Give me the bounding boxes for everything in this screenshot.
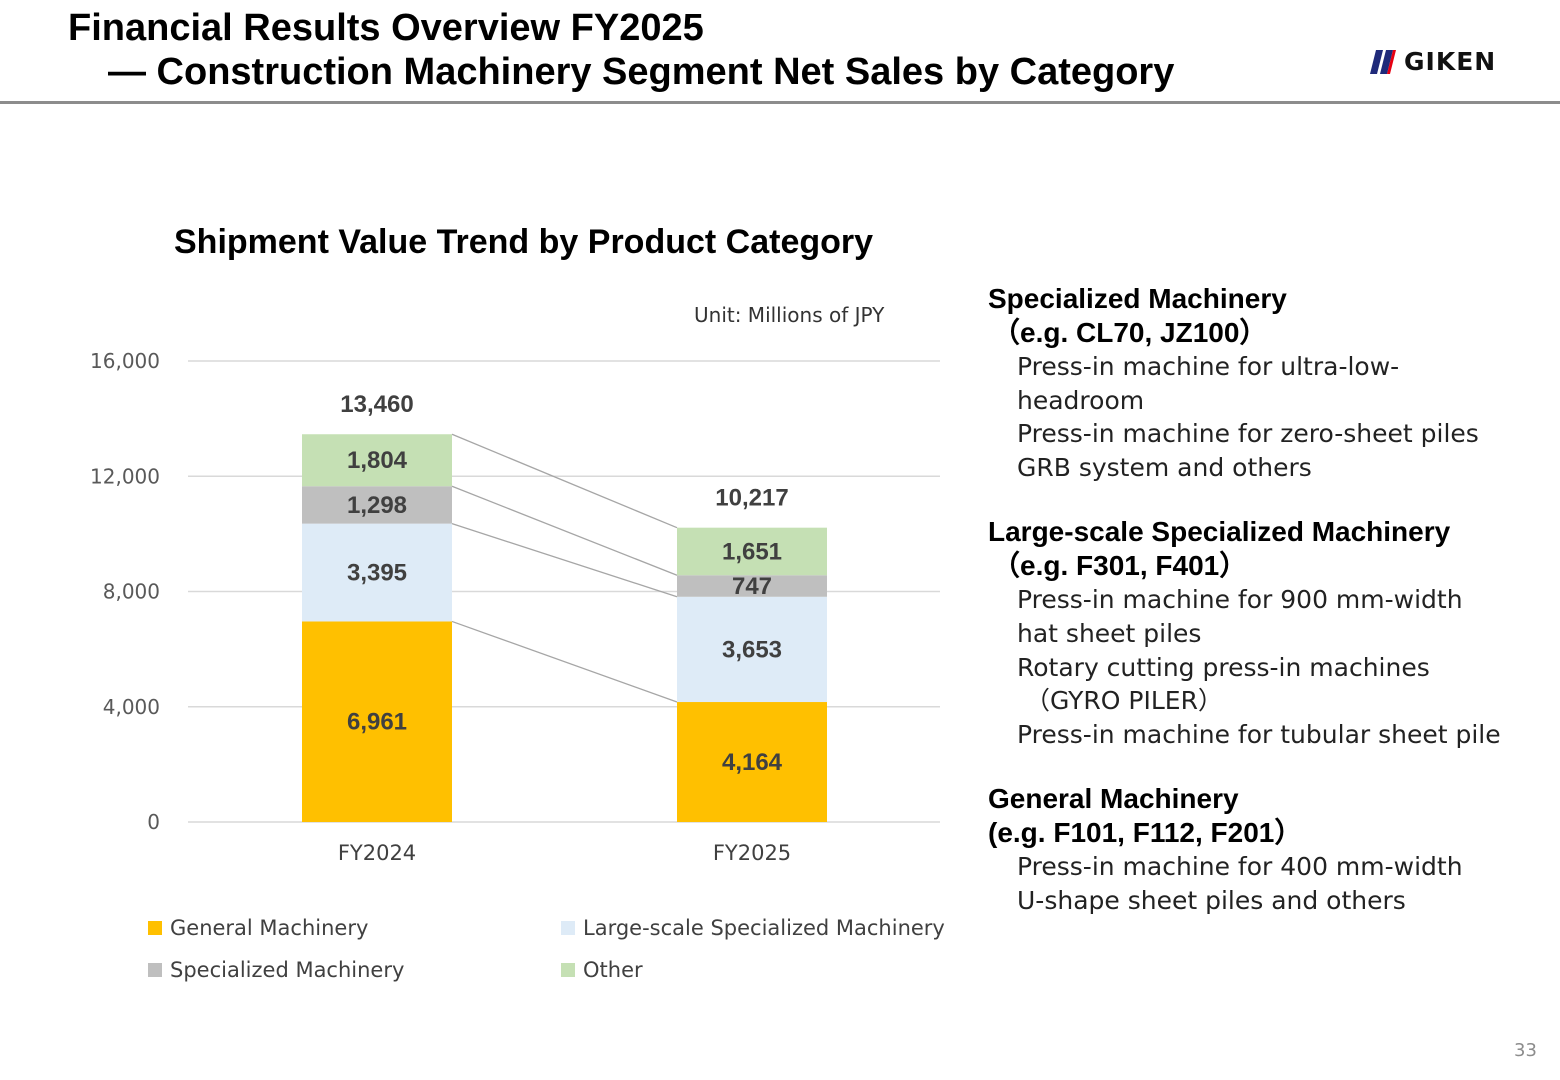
chart-title: Shipment Value Trend by Product Category	[174, 223, 874, 261]
connector-line	[451, 522, 678, 598]
data-label: 1,651	[722, 538, 782, 565]
giken-logo: GIKEN	[1370, 48, 1496, 76]
desc-example: （e.g. CL70, JZ100）	[992, 317, 1268, 348]
legend-label-other: Other	[583, 958, 643, 982]
desc-line: （GYRO PILER）	[1025, 686, 1223, 716]
connector-line	[451, 620, 678, 703]
y-tick-label: 4,000	[103, 695, 160, 719]
desc-title: Large-scale Specialized Machinery	[988, 516, 1451, 548]
page-title: Financial Results Overview FY2025 — Cons…	[68, 6, 1174, 94]
desc-line: Press-in machine for ultra-low-	[1017, 352, 1400, 381]
desc-specialized: Specialized Machinery （e.g. CL70, JZ100）…	[988, 282, 1548, 484]
desc-general: General Machinery (e.g. F101, F112, F201…	[988, 782, 1548, 917]
unit-label: Unit: Millions of JPY	[694, 303, 885, 327]
legend-swatch-large-scale	[561, 921, 575, 935]
desc-line: hat sheet piles	[1017, 618, 1202, 648]
legend-item-other: Other	[561, 958, 643, 982]
connector-line	[451, 433, 678, 529]
legend-label-specialized: Specialized Machinery	[170, 958, 405, 982]
bar-segment	[302, 434, 452, 487]
data-label: 4,164	[722, 749, 783, 776]
bar-segment	[302, 621, 452, 822]
desc-example: （e.g. F301, F401）	[992, 550, 1248, 582]
desc-line: U-shape sheet piles and others	[1017, 885, 1406, 915]
bar-segment	[677, 596, 827, 703]
desc-line: Press-in machine for 900 mm-width	[1017, 585, 1463, 615]
data-label: 747	[732, 573, 772, 600]
data-label: 3,653	[722, 636, 782, 663]
legend-label-large-scale: Large-scale Specialized Machinery	[583, 916, 945, 940]
bar-segment	[677, 575, 827, 597]
legend-item-large-scale: Large-scale Specialized Machinery	[561, 916, 945, 940]
bar-segment	[677, 527, 827, 576]
desc-line: GRB system and others	[1017, 452, 1312, 482]
stacked-bar-chart: 0 4,000 8,000 12,000 16,000 6,961 4,164 3,395 3,…	[90, 349, 940, 865]
page-number: 33	[1514, 1040, 1537, 1061]
desc-line: Rotary cutting press-in machines	[1017, 652, 1430, 682]
x-tick-label: FY2024	[338, 841, 416, 865]
legend-label-general: General Machinery	[170, 916, 369, 940]
category-descriptions: Specialized Machinery （e.g. CL70, JZ100）…	[988, 282, 1548, 949]
desc-line: headroom	[1017, 385, 1145, 415]
page-title-line1: Financial Results Overview FY2025	[68, 7, 704, 49]
desc-line: Press-in machine for zero-sheet piles	[1017, 419, 1479, 449]
connector-line	[451, 485, 678, 576]
y-tick-label: 12,000	[90, 464, 160, 488]
y-tick-label: 16,000	[90, 349, 160, 373]
x-tick-label: FY2025	[713, 841, 791, 865]
data-label: 6,961	[347, 709, 407, 736]
data-label: 1,804	[347, 447, 408, 474]
logo-text: GIKEN	[1404, 47, 1497, 76]
chart-legend: General Machinery Large-scale Specialize…	[148, 914, 988, 998]
y-tick-label: 0	[147, 810, 160, 834]
bar-segment	[302, 523, 452, 622]
desc-large-scale: Large-scale Specialized Machinery （e.g. …	[988, 515, 1548, 751]
header-divider	[0, 101, 1560, 104]
bar-segment	[677, 702, 827, 822]
legend-swatch-other	[561, 963, 575, 977]
logo-mark-icon	[1370, 50, 1396, 74]
legend-swatch-specialized	[148, 963, 162, 977]
desc-line: Press-in machine for tubular sheet pile	[1017, 719, 1501, 749]
desc-example: (e.g. F101, F112, F201）	[988, 817, 1303, 849]
legend-swatch-general	[148, 921, 162, 935]
total-label: 13,460	[340, 391, 413, 418]
data-label: 3,395	[347, 560, 407, 587]
data-label: 1,298	[347, 492, 407, 519]
desc-title: Specialized Machinery	[988, 283, 1287, 314]
total-label: 10,217	[715, 485, 788, 512]
desc-title: General Machinery	[988, 783, 1239, 815]
desc-line: Press-in machine for 400 mm-width	[1017, 852, 1463, 882]
page-title-line2: — Construction Machinery Segment Net Sal…	[108, 51, 1175, 93]
legend-item-specialized: Specialized Machinery	[148, 958, 404, 982]
bar-segment	[302, 486, 452, 524]
y-tick-label: 8,000	[103, 580, 160, 604]
legend-item-general: General Machinery	[148, 916, 368, 940]
